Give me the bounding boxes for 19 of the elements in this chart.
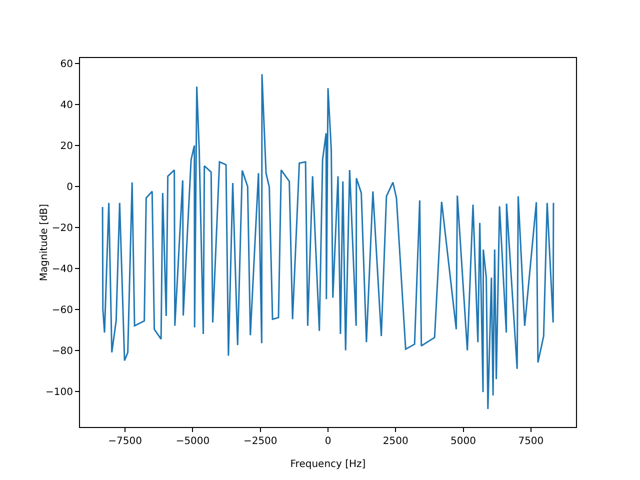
x-tick-label: −7500: [108, 436, 142, 447]
x-tick-label: 5000: [450, 436, 476, 447]
line-series: [102, 73, 554, 410]
x-tick-label: 0: [324, 436, 332, 447]
y-tick-label: 0: [66, 182, 73, 193]
y-tick-label: 20: [60, 140, 73, 152]
y-tick-label: −100: [46, 386, 73, 398]
y-tick-label: −80: [52, 346, 73, 357]
y-tick-label: 40: [60, 100, 73, 112]
x-tick-label: −5000: [176, 436, 210, 447]
y-tick-label: −60: [52, 304, 73, 316]
y-axis-title: Magnitude [dB]: [38, 204, 50, 282]
y-tick-label: 60: [60, 59, 73, 70]
y-tick-label: −40: [52, 264, 73, 275]
x-tick-label: 2500: [382, 436, 408, 447]
x-axis-title: Frequency [Hz]: [290, 459, 366, 470]
y-tick-label: −20: [52, 222, 73, 234]
x-tick-label: −2500: [243, 436, 278, 447]
x-tick-label: 7500: [518, 436, 544, 447]
